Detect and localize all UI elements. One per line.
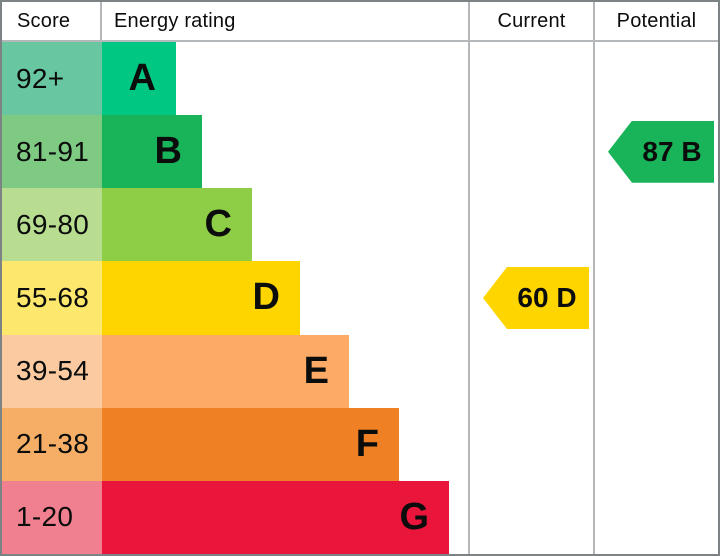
band-row-a: 92+ A (2, 42, 718, 116)
bar-zone-g: G (102, 480, 470, 554)
rating-bar-f: F (102, 407, 399, 481)
column-header-current: Current (470, 2, 595, 40)
score-range-f: 21-38 (2, 407, 102, 481)
bar-zone-b: B (102, 115, 470, 189)
current-cell-f (470, 407, 595, 481)
rating-bar-c: C (102, 188, 252, 262)
bar-zone-f: F (102, 407, 470, 481)
band-row-g: 1-20 G (2, 480, 718, 554)
band-row-b: 81-91 B 87 B (2, 115, 718, 189)
current-cell-g (470, 480, 595, 554)
potential-cell-a (595, 42, 718, 115)
band-row-e: 39-54 E (2, 334, 718, 408)
rating-bar-a: A (102, 42, 176, 116)
rating-bar-g: G (102, 480, 449, 554)
band-row-f: 21-38 F (2, 407, 718, 481)
column-header-energy-rating: Energy rating (102, 2, 470, 40)
potential-cell-b: 87 B (595, 115, 718, 188)
potential-cell-g (595, 481, 718, 554)
bar-zone-a: A (102, 42, 470, 116)
bar-zone-d: D (102, 261, 470, 335)
score-range-d: 55-68 (2, 261, 102, 335)
band-row-d: 55-68 D 60 D (2, 261, 718, 335)
score-range-b: 81-91 (2, 115, 102, 189)
potential-cell-d (595, 261, 718, 334)
rating-bar-e: E (102, 334, 349, 408)
rating-bar-d: D (102, 261, 300, 335)
bar-zone-c: C (102, 188, 470, 262)
rating-bar-b: B (102, 115, 202, 189)
column-header-potential: Potential (616, 9, 697, 32)
potential-cell-f (595, 408, 718, 481)
current-cell-b (470, 115, 595, 189)
band-row-c: 69-80 C (2, 188, 718, 262)
potential-cell-e (595, 335, 718, 408)
current-marker-arrow: 60 D (483, 266, 589, 329)
current-cell-d: 60 D (470, 261, 595, 335)
potential-marker-arrow: 87 B (608, 120, 714, 183)
column-header-score: Score (2, 2, 102, 40)
score-range-e: 39-54 (2, 334, 102, 408)
current-cell-a (470, 42, 595, 116)
current-cell-e (470, 334, 595, 408)
current-cell-c (470, 188, 595, 262)
header-row: Score Energy rating Current Potential (2, 2, 718, 42)
score-range-c: 69-80 (2, 188, 102, 262)
bar-zone-e: E (102, 334, 470, 408)
score-range-a: 92+ (2, 42, 102, 116)
potential-cell-c (595, 188, 718, 261)
score-range-g: 1-20 (2, 480, 102, 554)
